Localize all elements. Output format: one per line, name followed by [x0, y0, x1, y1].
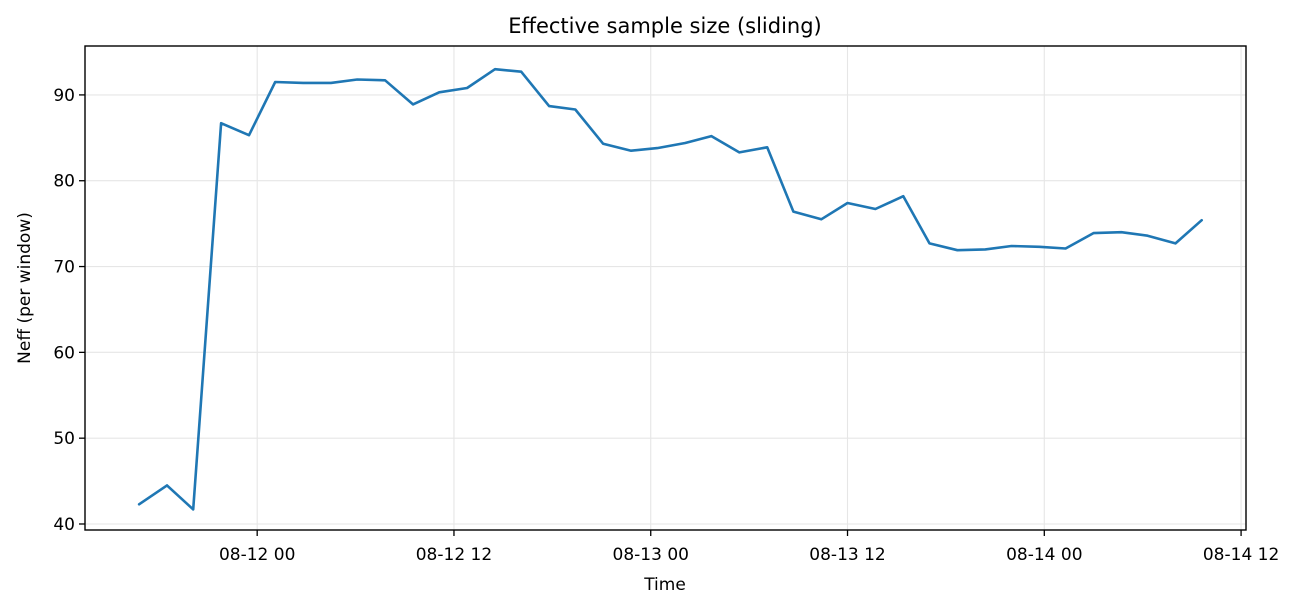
axis-ticks: 08-12 00 08-12 12 08-13 00 08-13 12 08-14 00… [53, 86, 1279, 565]
y-tick-label: 60 [53, 343, 75, 363]
y-axis-label: Neff (per window) [15, 212, 35, 364]
x-tick-label: 08-13 00 [613, 545, 689, 565]
grid [85, 46, 1246, 530]
y-tick-label: 50 [53, 429, 75, 449]
y-tick-label: 90 [53, 86, 75, 106]
y-tick-label: 40 [53, 515, 75, 535]
x-axis-label: Time [643, 575, 686, 595]
plot-frame [84, 45, 1247, 531]
x-tick-label: 08-14 12 [1203, 545, 1279, 565]
y-tick-label: 70 [53, 258, 75, 278]
series-layer [137, 67, 1203, 511]
y-tick-label: 80 [53, 172, 75, 192]
series-line-neff [137, 67, 1203, 511]
x-tick-label: 08-12 00 [219, 545, 295, 565]
x-tick-label: 08-12 12 [416, 545, 492, 565]
x-tick-label: 08-13 12 [809, 545, 885, 565]
chart-title: Effective sample size (sliding) [508, 14, 822, 38]
x-tick-label: 08-14 00 [1006, 545, 1082, 565]
